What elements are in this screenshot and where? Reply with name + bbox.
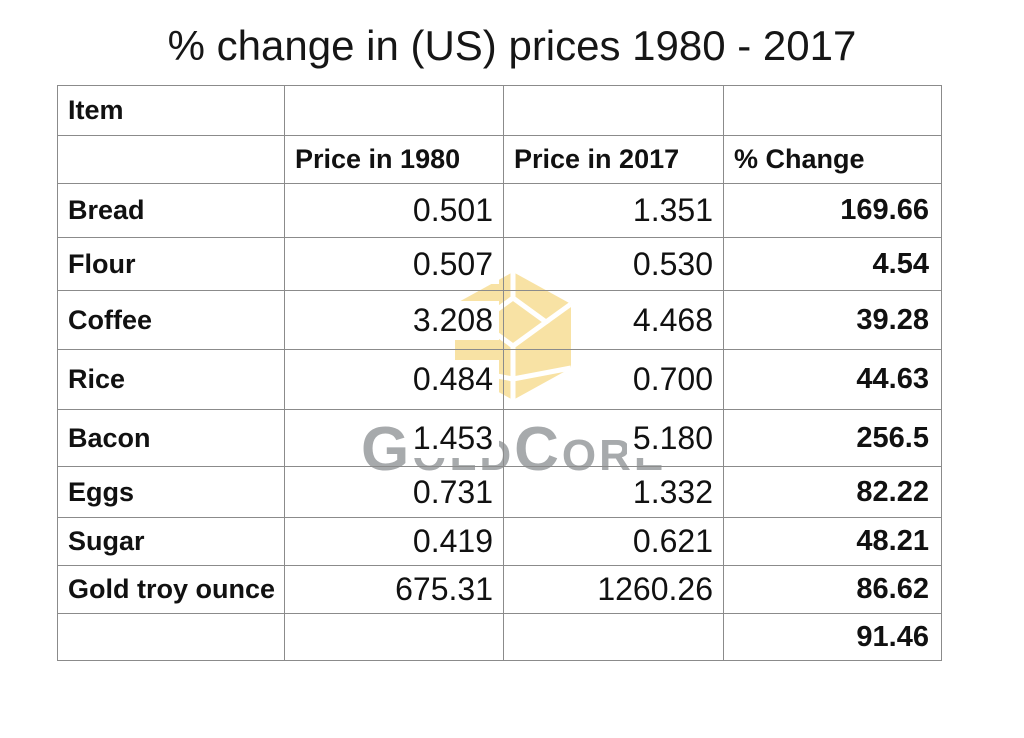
price-1980-cell: 0.731 <box>284 466 504 518</box>
empty-cell <box>284 613 504 661</box>
pct-change-cell: 86.62 <box>723 565 942 614</box>
price-1980-cell: 1.453 <box>284 409 504 467</box>
empty-cell <box>57 613 285 661</box>
price-2017-column-header: Price in 2017 <box>503 135 724 184</box>
pct-change-cell: 82.22 <box>723 466 942 518</box>
page-title: % change in (US) prices 1980 - 2017 <box>167 22 857 69</box>
table-row-coffee: Coffee 3.208 4.468 39.28 <box>57 290 942 350</box>
price-1980-column-header: Price in 1980 <box>284 135 504 184</box>
pct-change-cell: 39.28 <box>723 290 942 350</box>
price-2017-cell: 1.351 <box>503 183 724 238</box>
table-row-flour: Flour 0.507 0.530 4.54 <box>57 237 942 291</box>
price-1980-cell: 3.208 <box>284 290 504 350</box>
empty-header-cell <box>723 85 942 136</box>
price-1980-cell: 675.31 <box>284 565 504 614</box>
pct-change-cell: 48.21 <box>723 517 942 566</box>
summary-pct-change-cell: 91.46 <box>723 613 942 661</box>
pct-change-cell: 256.5 <box>723 409 942 467</box>
summary-row: 91.46 <box>57 613 942 661</box>
table-row-bacon: Bacon 1.453 5.180 256.5 <box>57 409 942 467</box>
header-row-columns: Price in 1980 Price in 2017 % Change <box>57 135 942 184</box>
item-cell: Bacon <box>57 409 285 467</box>
price-2017-cell: 4.468 <box>503 290 724 350</box>
table-row-rice: Rice 0.484 0.700 44.63 <box>57 349 942 410</box>
empty-header-cell <box>503 85 724 136</box>
price-1980-cell: 0.507 <box>284 237 504 291</box>
table-row-sugar: Sugar 0.419 0.621 48.21 <box>57 517 942 566</box>
item-cell: Flour <box>57 237 285 291</box>
price-2017-cell: 1.332 <box>503 466 724 518</box>
empty-cell <box>503 613 724 661</box>
table-row-bread: Bread 0.501 1.351 169.66 <box>57 183 942 238</box>
empty-header-cell <box>284 85 504 136</box>
item-cell: Bread <box>57 183 285 238</box>
pct-change-cell: 4.54 <box>723 237 942 291</box>
price-2017-cell: 0.700 <box>503 349 724 410</box>
price-1980-cell: 0.419 <box>284 517 504 566</box>
price-2017-cell: 1260.26 <box>503 565 724 614</box>
pct-change-cell: 169.66 <box>723 183 942 238</box>
price-1980-cell: 0.501 <box>284 183 504 238</box>
item-cell: Eggs <box>57 466 285 518</box>
price-change-table: Item Price in 1980 Price in 2017 % Chang… <box>57 85 942 661</box>
table-row-gold-troy-ounce: Gold troy ounce 675.31 1260.26 86.62 <box>57 565 942 614</box>
item-cell: Rice <box>57 349 285 410</box>
price-1980-cell: 0.484 <box>284 349 504 410</box>
pct-change-column-header: % Change <box>723 135 942 184</box>
item-cell: Gold troy ounce <box>57 565 285 614</box>
item-cell: Sugar <box>57 517 285 566</box>
price-2017-cell: 5.180 <box>503 409 724 467</box>
item-cell: Coffee <box>57 290 285 350</box>
table-row-eggs: Eggs 0.731 1.332 82.22 <box>57 466 942 518</box>
pct-change-cell: 44.63 <box>723 349 942 410</box>
empty-header-cell <box>57 135 285 184</box>
item-column-header: Item <box>57 85 285 136</box>
price-2017-cell: 0.530 <box>503 237 724 291</box>
header-row-item: Item <box>57 85 942 136</box>
price-2017-cell: 0.621 <box>503 517 724 566</box>
